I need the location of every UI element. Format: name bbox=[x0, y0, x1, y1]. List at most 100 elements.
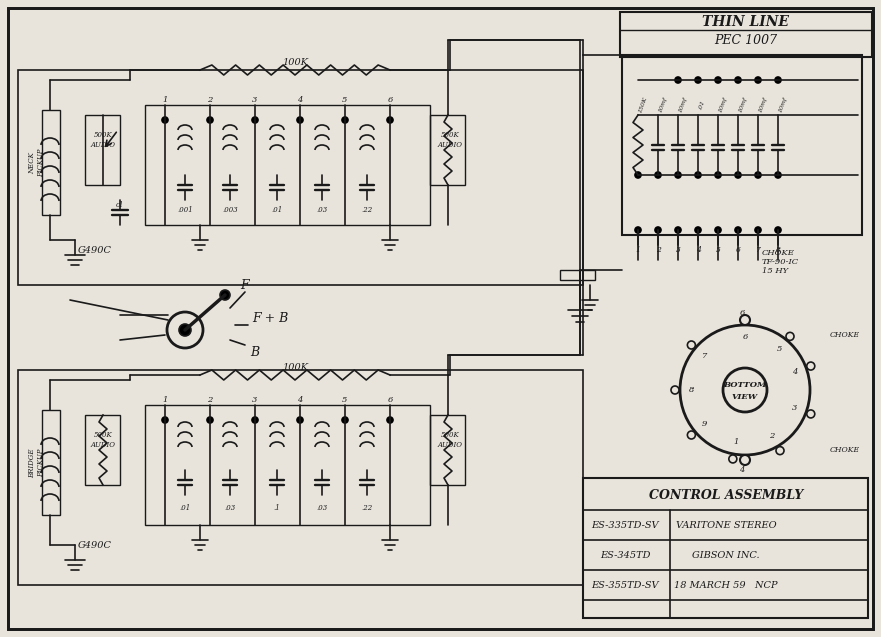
Circle shape bbox=[687, 431, 695, 439]
Text: 500K
AUDIO: 500K AUDIO bbox=[438, 131, 463, 148]
Text: F + B: F + B bbox=[252, 311, 288, 324]
Text: VARITONE STEREO: VARITONE STEREO bbox=[676, 520, 776, 529]
Text: 8: 8 bbox=[775, 246, 781, 254]
Circle shape bbox=[740, 315, 750, 325]
Text: BOTTOM: BOTTOM bbox=[723, 381, 766, 389]
Circle shape bbox=[775, 77, 781, 83]
Circle shape bbox=[297, 117, 303, 123]
Text: .03: .03 bbox=[225, 504, 235, 512]
Circle shape bbox=[695, 172, 701, 178]
Text: c1: c1 bbox=[115, 201, 124, 209]
Text: 1: 1 bbox=[635, 246, 640, 254]
Text: B: B bbox=[250, 345, 260, 359]
Circle shape bbox=[715, 227, 721, 233]
Text: 3: 3 bbox=[792, 404, 797, 412]
Text: 2: 2 bbox=[207, 396, 212, 404]
Text: 100K: 100K bbox=[282, 362, 308, 371]
Text: 7: 7 bbox=[756, 246, 760, 254]
Text: 10mf: 10mf bbox=[758, 97, 768, 113]
Circle shape bbox=[735, 77, 741, 83]
Bar bbox=[42, 410, 60, 515]
Circle shape bbox=[342, 117, 348, 123]
Circle shape bbox=[680, 325, 810, 455]
Circle shape bbox=[179, 324, 191, 336]
Text: 500K
AUDIO: 500K AUDIO bbox=[91, 431, 115, 448]
Bar bbox=[85, 115, 120, 185]
Text: F: F bbox=[241, 278, 249, 292]
Circle shape bbox=[735, 227, 741, 233]
Circle shape bbox=[297, 417, 303, 423]
Text: 6: 6 bbox=[388, 396, 393, 404]
Circle shape bbox=[207, 117, 213, 123]
Text: 4: 4 bbox=[792, 368, 797, 376]
Text: .03: .03 bbox=[316, 504, 328, 512]
Text: 7: 7 bbox=[701, 352, 707, 360]
Text: BRIDGE
PICKUP: BRIDGE PICKUP bbox=[28, 448, 46, 478]
Circle shape bbox=[252, 117, 258, 123]
Circle shape bbox=[775, 172, 781, 178]
Bar bbox=[145, 105, 430, 225]
Text: 500K
AUDIO: 500K AUDIO bbox=[438, 431, 463, 448]
Text: 500K
AUDIO: 500K AUDIO bbox=[91, 131, 115, 148]
Circle shape bbox=[167, 312, 203, 348]
Text: .01: .01 bbox=[180, 504, 190, 512]
Text: 6: 6 bbox=[739, 309, 744, 317]
Text: .003: .003 bbox=[222, 206, 238, 214]
Circle shape bbox=[715, 172, 721, 178]
Circle shape bbox=[342, 417, 348, 423]
Circle shape bbox=[220, 290, 230, 300]
Text: 2: 2 bbox=[207, 96, 212, 104]
Bar bbox=[583, 478, 868, 618]
Text: 6: 6 bbox=[743, 333, 748, 341]
Circle shape bbox=[755, 172, 761, 178]
Text: CHOKE
TF-90-IC
15 HY: CHOKE TF-90-IC 15 HY bbox=[762, 249, 799, 275]
Bar bbox=[18, 70, 583, 285]
Text: NECK
PICKUP: NECK PICKUP bbox=[28, 149, 46, 177]
Circle shape bbox=[786, 333, 794, 340]
Text: .01: .01 bbox=[698, 99, 706, 111]
Text: THIN LINE: THIN LINE bbox=[702, 15, 789, 29]
Circle shape bbox=[723, 368, 767, 412]
Text: .22: .22 bbox=[361, 206, 373, 214]
Text: .1: .1 bbox=[274, 504, 280, 512]
Circle shape bbox=[715, 77, 721, 83]
Text: 5: 5 bbox=[343, 396, 348, 404]
Circle shape bbox=[695, 77, 701, 83]
Text: CHOKE: CHOKE bbox=[830, 446, 860, 454]
Text: ES-335TD-SV: ES-335TD-SV bbox=[591, 520, 659, 529]
Circle shape bbox=[635, 172, 641, 178]
Text: G490C: G490C bbox=[78, 541, 112, 550]
Circle shape bbox=[635, 227, 641, 233]
Circle shape bbox=[671, 386, 679, 394]
Bar bbox=[430, 115, 465, 185]
Circle shape bbox=[755, 77, 761, 83]
Text: VIEW: VIEW bbox=[732, 393, 758, 401]
Circle shape bbox=[807, 410, 815, 418]
Text: GIBSON INC.: GIBSON INC. bbox=[692, 550, 759, 559]
Text: 2: 2 bbox=[655, 246, 661, 254]
Text: CHOKE: CHOKE bbox=[830, 331, 860, 339]
Text: 3: 3 bbox=[676, 246, 680, 254]
Text: PEC 1007: PEC 1007 bbox=[714, 34, 778, 47]
Text: 5: 5 bbox=[776, 345, 781, 354]
Text: 100K: 100K bbox=[282, 57, 308, 66]
Text: .001: .001 bbox=[177, 206, 193, 214]
Circle shape bbox=[207, 417, 213, 423]
Bar bbox=[42, 110, 60, 215]
Text: 4: 4 bbox=[297, 396, 303, 404]
Bar bbox=[145, 405, 430, 525]
Text: 10mf: 10mf bbox=[678, 97, 688, 113]
Bar bbox=[622, 55, 862, 235]
Text: 9: 9 bbox=[701, 420, 707, 428]
Text: ES-355TD-SV: ES-355TD-SV bbox=[591, 580, 659, 589]
Circle shape bbox=[252, 417, 258, 423]
Bar bbox=[85, 415, 120, 485]
Circle shape bbox=[755, 227, 761, 233]
Circle shape bbox=[729, 455, 737, 463]
Circle shape bbox=[655, 227, 661, 233]
Circle shape bbox=[162, 417, 168, 423]
Text: 8: 8 bbox=[689, 386, 695, 394]
Circle shape bbox=[387, 417, 393, 423]
Text: 18 MARCH 59   NCP: 18 MARCH 59 NCP bbox=[674, 580, 778, 589]
Text: .03: .03 bbox=[316, 206, 328, 214]
